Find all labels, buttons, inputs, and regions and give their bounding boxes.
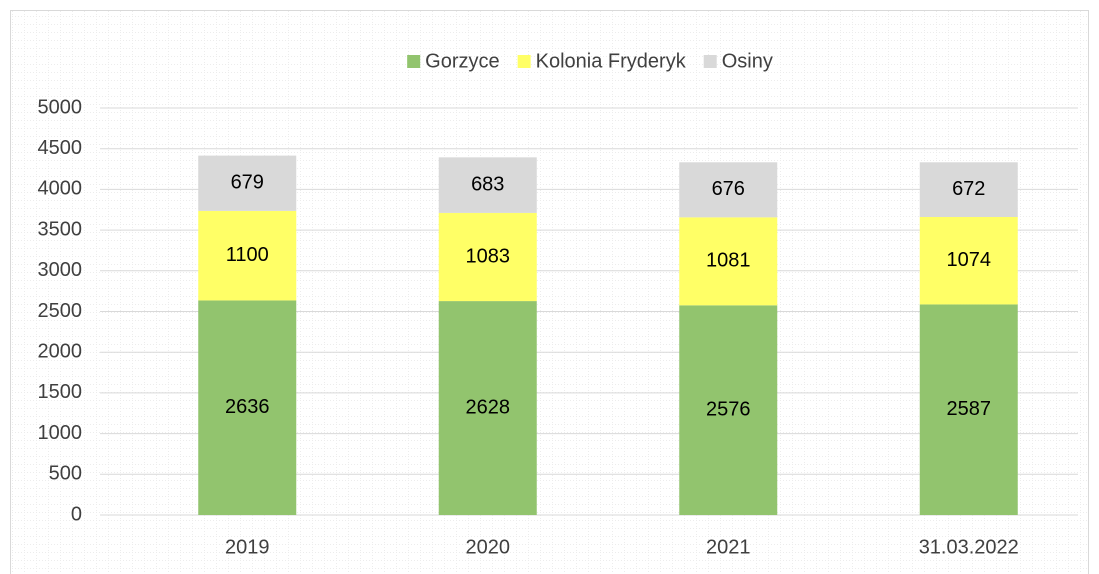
data-label: 679 [231, 172, 264, 194]
x-tick-label: 2021 [706, 536, 751, 558]
data-label: 2576 [706, 398, 751, 420]
data-label: 672 [952, 178, 985, 200]
bar-segment [919, 216, 1018, 305]
legend-swatch [517, 55, 531, 68]
y-tick-label: 5000 [38, 96, 83, 118]
data-label: 2587 [947, 398, 992, 420]
y-tick-label: 3000 [38, 259, 83, 281]
y-tick-label: 4500 [38, 137, 83, 159]
y-tick-label: 1500 [38, 381, 83, 403]
y-tick-label: 500 [49, 463, 82, 485]
bar-segment [438, 212, 537, 302]
x-tick-label: 2020 [466, 536, 511, 558]
legend-swatch [407, 55, 421, 68]
bar-segment [198, 155, 297, 211]
y-tick-label: 4000 [38, 178, 83, 200]
legend-label: Osiny [722, 50, 773, 72]
data-label: 1081 [706, 250, 751, 272]
chart-frame [10, 10, 1089, 574]
data-label: 1083 [466, 245, 511, 267]
y-tick-label: 1000 [38, 422, 83, 444]
y-tick-label: 3500 [38, 218, 83, 240]
data-label: 676 [712, 178, 745, 200]
bar-segment [198, 210, 297, 301]
bar-segment [198, 300, 297, 515]
bar-segment [438, 157, 537, 213]
bar-segment [919, 162, 1018, 217]
data-label: 683 [471, 173, 504, 195]
bar-segment [679, 217, 778, 306]
bar-segment [679, 162, 778, 218]
legend-label: Gorzyce [425, 50, 499, 72]
y-tick-label: 2000 [38, 340, 83, 362]
bar-segment [438, 301, 537, 515]
data-label: 1100 [226, 244, 269, 266]
bar-segment [919, 304, 1018, 515]
y-tick-label: 2500 [38, 300, 83, 322]
bar-segment [679, 305, 778, 515]
x-tick-label: 31.03.2022 [919, 536, 1019, 558]
legend-label: Kolonia Fryderyk [536, 50, 687, 72]
data-label: 2636 [225, 396, 270, 418]
data-label: 1074 [947, 249, 992, 271]
data-label: 2628 [466, 396, 511, 418]
x-tick-label: 2019 [225, 536, 270, 558]
legend-swatch [703, 55, 717, 68]
y-tick-label: 0 [71, 503, 82, 525]
